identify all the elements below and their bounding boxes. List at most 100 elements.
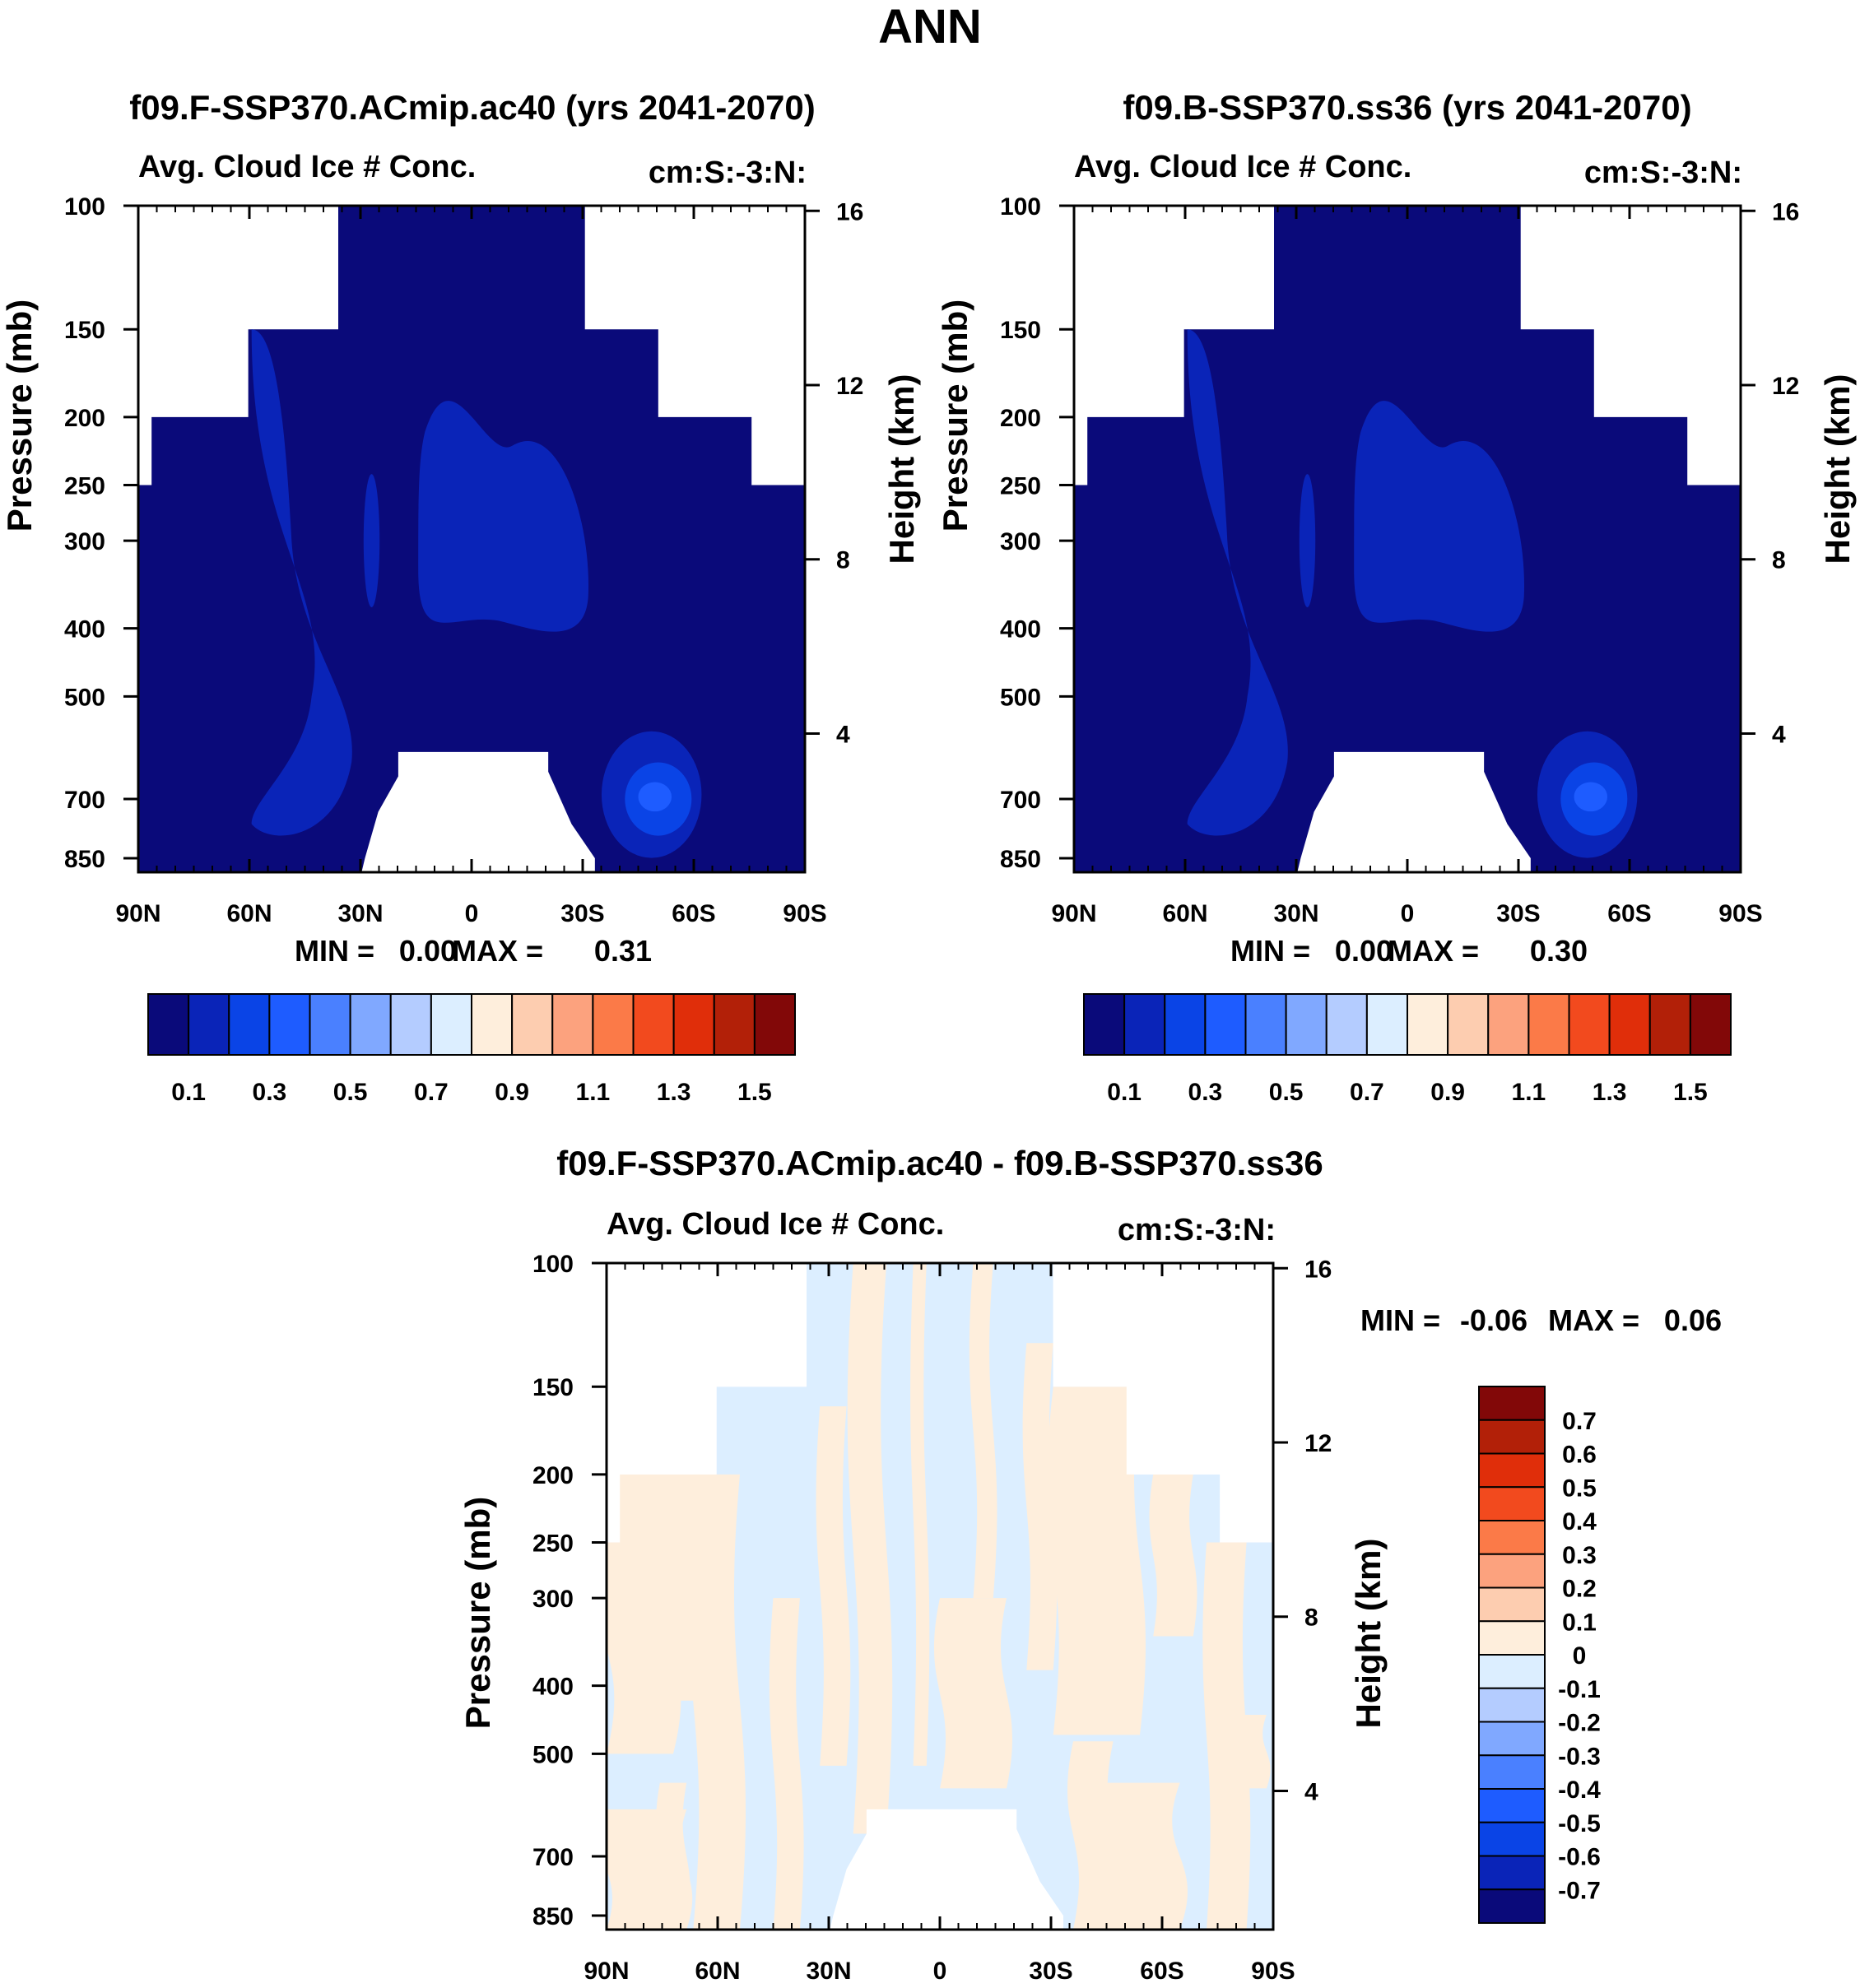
y-tick-label: 100 xyxy=(1000,193,1041,221)
y-tick-label-right: 12 xyxy=(1304,1430,1332,1457)
cloud-ice-region xyxy=(418,401,589,632)
x-tick-label: 90N xyxy=(1051,900,1096,927)
x-tick-label: 60S xyxy=(1607,900,1651,927)
colorbar-label: 0.7 xyxy=(414,1079,449,1106)
y-tick-label: 300 xyxy=(1000,528,1041,555)
right-subtitle: cm:S:-3:N: xyxy=(1118,1213,1276,1247)
colorbar-box xyxy=(551,993,594,1056)
y-tick-label-right: 16 xyxy=(836,198,863,225)
colorbar-box xyxy=(672,993,715,1056)
contour-plot: 90N 60N 30N 0 30S 60S 90S 100 150 200 250 300 400 500… xyxy=(64,193,863,927)
positive-anomaly-region xyxy=(816,1406,851,1766)
y-tick-label: 100 xyxy=(532,1251,574,1278)
x-tick-label: 30S xyxy=(560,900,604,927)
y-tick-label: 250 xyxy=(532,1530,574,1558)
panel-title: f09.B-SSP370.ss36 (yrs 2041-2070) xyxy=(1123,88,1691,127)
colorbar-label: 0.5 xyxy=(1562,1475,1597,1502)
colorbar-box xyxy=(1478,1788,1546,1823)
colorbar-label: 0.9 xyxy=(1430,1079,1465,1106)
left-subtitle: Avg. Cloud Ice # Conc. xyxy=(607,1207,944,1242)
colorbar-box xyxy=(471,993,514,1056)
positive-anomaly-region xyxy=(614,1474,706,1701)
positive-anomaly-region xyxy=(1222,1714,1271,1789)
y-tick-label: 150 xyxy=(1000,317,1041,344)
colorbar-box xyxy=(1447,993,1490,1056)
max-value: 0.31 xyxy=(594,934,652,968)
x-tick-label: 90N xyxy=(584,1958,629,1985)
y-tick-label-right: 8 xyxy=(1772,547,1786,574)
missing-data-mask xyxy=(1220,1263,1273,1543)
colorbar-box xyxy=(1608,993,1651,1056)
min-label: MIN = xyxy=(1360,1303,1440,1337)
max-label: MAX = xyxy=(452,934,543,968)
colorbar-box xyxy=(1689,993,1732,1056)
max-value: 0.06 xyxy=(1664,1303,1722,1337)
stats-line: MIN = -0.06 MAX = 0.06 xyxy=(1360,1303,1722,1337)
x-tick-label: 90S xyxy=(1251,1958,1295,1985)
colorbar-label: 0.5 xyxy=(333,1079,368,1106)
stats-line: MIN = 0.00 MAX = 0.31 xyxy=(295,934,652,968)
y-tick-label: 200 xyxy=(532,1462,574,1489)
right-subtitle: cm:S:-3:N: xyxy=(1584,156,1742,190)
min-value: 0.00 xyxy=(1335,934,1393,968)
y-tick-label: 400 xyxy=(64,616,105,643)
x-tick-label: 60S xyxy=(672,900,715,927)
colorbar-box xyxy=(309,993,351,1056)
x-tick-label: 0 xyxy=(933,1958,947,1985)
colorbar-box xyxy=(430,993,472,1056)
colorbar-label: 0.3 xyxy=(253,1079,287,1106)
colorbar-label: 1.5 xyxy=(737,1079,772,1106)
terrain-mask xyxy=(866,1809,1063,1930)
stats-line: MIN = 0.00 MAX = 0.30 xyxy=(1230,934,1588,968)
panel-title: f09.F-SSP370.ACmip.ac40 - f09.B-SSP370.s… xyxy=(556,1144,1323,1182)
positive-anomaly-region xyxy=(1149,1474,1197,1637)
colorbar-label: 0.1 xyxy=(1107,1079,1142,1106)
colorbar-label: 0.3 xyxy=(1188,1079,1223,1106)
panel-title: f09.F-SSP370.ACmip.ac40 (yrs 2041-2070) xyxy=(129,88,815,127)
x-tick-label: 0 xyxy=(465,900,479,927)
colorbar-box xyxy=(1478,1419,1546,1455)
y-tick-label: 850 xyxy=(1000,846,1041,873)
y-tick-label-right: 16 xyxy=(1772,198,1799,225)
colorbar-label: -0.1 xyxy=(1558,1676,1601,1703)
figure-title: ANN xyxy=(878,0,982,53)
x-tick-label: 60N xyxy=(695,1958,740,1985)
cloud-ice-max xyxy=(638,782,672,812)
panel-test-run: f09.B-SSP370.ss36 (yrs 2041-2070) Avg. C… xyxy=(936,88,1857,1106)
colorbar-label: 1.3 xyxy=(657,1079,691,1106)
x-tick-label: 60N xyxy=(1162,900,1207,927)
x-tick-label: 30S xyxy=(1496,900,1540,927)
colorbar-box xyxy=(1487,993,1530,1056)
colorbar-box xyxy=(1204,993,1247,1056)
colorbar-box xyxy=(632,993,675,1056)
y-tick-label: 850 xyxy=(64,846,105,873)
colorbar-label: 1.1 xyxy=(1512,1079,1546,1106)
colorbar-box xyxy=(228,993,271,1056)
x-tick-label: 60S xyxy=(1140,1958,1183,1985)
colorbar-box xyxy=(1478,1888,1546,1924)
panel-control-run: f09.F-SSP370.ACmip.ac40 (yrs 2041-2070) … xyxy=(0,88,921,1106)
positive-anomaly-region xyxy=(847,1263,893,1834)
colorbar-label: 0.5 xyxy=(1269,1079,1304,1106)
colorbar-box xyxy=(1244,993,1287,1056)
positive-anomaly-region xyxy=(687,1474,746,1930)
colorbar-box xyxy=(1478,1452,1546,1489)
colorbar-label: 0 xyxy=(1573,1642,1587,1670)
cloud-ice-region xyxy=(1187,329,1288,836)
positive-anomaly-region xyxy=(1078,1782,1188,1930)
y-tick-label: 100 xyxy=(64,193,105,221)
positive-anomaly-region xyxy=(933,1598,1013,1789)
colorbar-box xyxy=(1478,1620,1546,1656)
colorbar-box xyxy=(713,993,756,1056)
colorbar-label: 0.7 xyxy=(1350,1079,1384,1106)
y-tick-label-right: 16 xyxy=(1304,1256,1332,1283)
colorbar-box xyxy=(1478,1721,1546,1757)
y-tick-label-right: 12 xyxy=(836,373,863,400)
colorbar-label: 0.1 xyxy=(1562,1609,1597,1636)
colorbar-box xyxy=(1123,993,1166,1056)
colorbar-box xyxy=(1478,1687,1546,1723)
positive-anomaly-region xyxy=(969,1263,997,1599)
colorbar-label: -0.6 xyxy=(1558,1844,1601,1871)
colorbar-box xyxy=(1325,993,1368,1056)
